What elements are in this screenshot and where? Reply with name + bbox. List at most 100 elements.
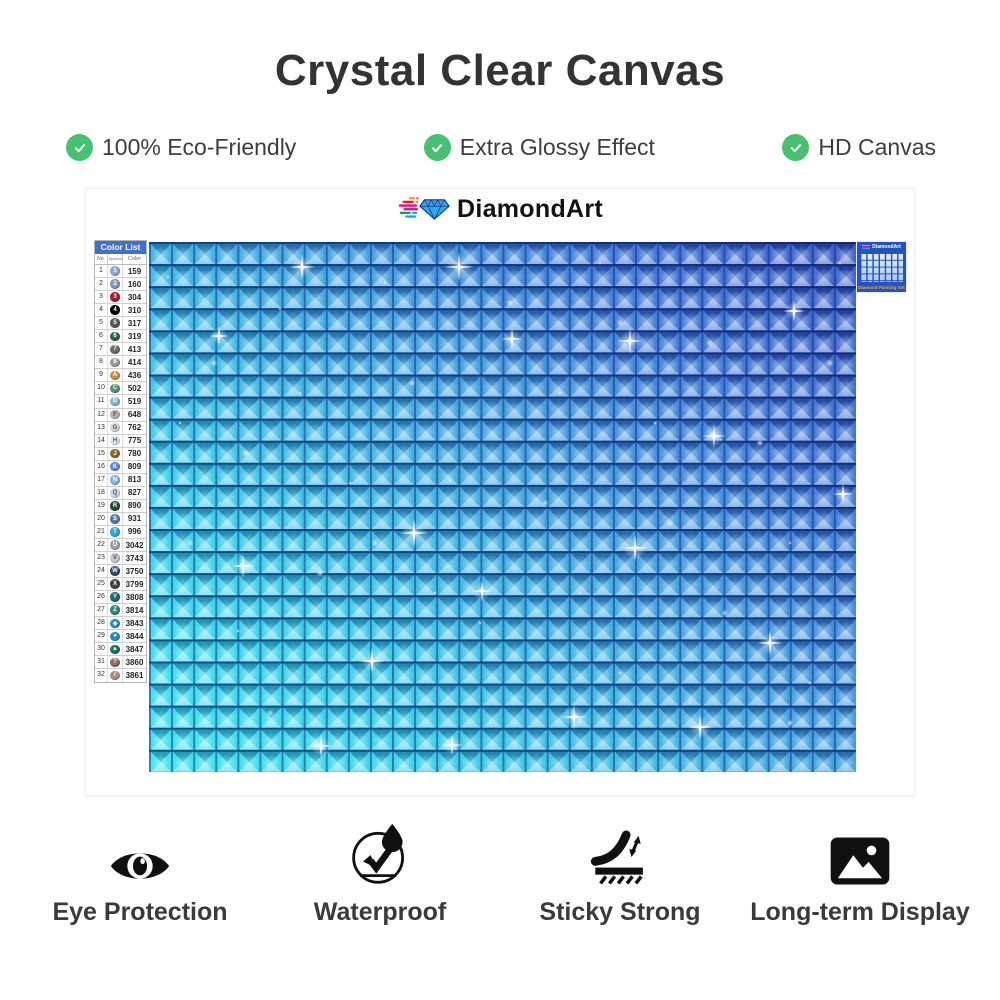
bottom-feature-row: Eye Protection Waterproof Sticky	[20, 818, 980, 927]
color-symbol-dot: 8	[110, 357, 120, 368]
color-code: 3843	[125, 618, 144, 628]
color-list-row: 1 1 159	[95, 265, 146, 279]
color-symbol-cell: U	[108, 538, 123, 552]
sticky-strong-icon	[590, 818, 650, 886]
sparkle-star	[441, 734, 463, 756]
color-symbol-dot: V	[110, 553, 120, 563]
color-list-row: 25 X 3799	[95, 578, 146, 592]
color-number: 6	[95, 330, 108, 343]
color-list-row: 29 ● 3844	[95, 630, 146, 644]
corner-product-label: DiamondArt Diamond Painting Set	[857, 242, 906, 292]
color-number: 11	[95, 395, 108, 408]
color-number: 28	[95, 617, 108, 630]
color-number: 5	[95, 317, 108, 330]
color-number: 31	[95, 656, 108, 669]
color-list-row: 20 S 931	[95, 512, 146, 526]
color-symbol-dot: Z	[110, 605, 120, 615]
color-symbol-cell: W	[108, 565, 123, 578]
color-symbol-dot: A	[110, 370, 120, 381]
color-code: 3750	[125, 566, 144, 576]
color-symbol-cell: 7	[108, 343, 123, 356]
check-icon	[423, 134, 451, 161]
color-code: 310	[127, 305, 142, 315]
color-symbol-dot: 4	[110, 305, 120, 315]
sparkle-star	[399, 518, 429, 548]
corner-caption: Diamond Painting Set	[858, 285, 905, 290]
diamond-logo-icon	[398, 197, 450, 220]
sparkle-star	[444, 252, 474, 282]
color-code: 414	[127, 357, 142, 367]
color-symbol-dot: W	[110, 566, 120, 576]
color-symbol-dot: H	[110, 435, 120, 446]
top-feature-row: 100% Eco-Friendly Extra Glossy Effect HD…	[66, 134, 936, 161]
feature-sticky-strong: Sticky Strong	[500, 818, 740, 927]
color-list-row: 28 ◆ 3843	[95, 617, 146, 631]
color-symbol-dot: J	[110, 448, 120, 459]
header-color: Color	[127, 256, 142, 262]
color-list-row: 31 ? 3860	[95, 656, 146, 670]
color-number: 26	[95, 591, 108, 604]
color-code: 809	[127, 462, 142, 472]
brand-logo: DiamondArt	[86, 194, 914, 224]
feature-label: Sticky Strong	[539, 898, 701, 926]
check-icon	[782, 134, 810, 161]
color-symbol-cell: ?	[108, 656, 123, 669]
color-symbol-dot: F	[110, 409, 120, 420]
color-code: 3861	[125, 670, 144, 680]
color-symbol-cell: F	[108, 408, 123, 421]
color-symbol-cell: K	[108, 460, 123, 473]
color-symbol-cell: 6	[108, 330, 123, 343]
color-symbol-cell: V	[108, 552, 123, 565]
color-list-row: 24 W 3750	[95, 565, 146, 579]
sparkle-dots	[149, 242, 151, 244]
sparkle-star	[309, 734, 333, 758]
mini-logo-icon	[862, 245, 871, 249]
color-list-row: 16 K 809	[95, 460, 146, 474]
sparkle-star	[289, 254, 315, 280]
color-list-rows: 1 1 159 2 2 160 3 3 304 4 4	[95, 265, 146, 682]
color-symbol-cell: Q	[108, 486, 123, 499]
color-list-row: 9 A 436	[95, 369, 146, 383]
color-symbol-dot: 3	[110, 292, 120, 302]
color-symbol-dot: C	[110, 383, 120, 394]
color-symbol-dot: T	[110, 527, 120, 537]
corner-brand-name: DiamondArt	[872, 244, 901, 250]
color-symbol-cell: A	[108, 369, 123, 382]
color-symbol-cell: ◆	[108, 617, 123, 630]
color-number: 12	[95, 408, 108, 421]
header-symbol: Symbol	[108, 254, 123, 264]
color-number: 27	[95, 604, 108, 617]
color-symbol-dot: 2	[110, 279, 120, 289]
color-symbol-dot: ▲	[110, 644, 120, 655]
eye-icon	[109, 818, 171, 886]
color-list-row: 2 2 160	[95, 278, 146, 292]
color-symbol-dot: N	[110, 475, 120, 485]
color-list-row: 8 8 414	[95, 356, 146, 370]
color-number: 20	[95, 512, 108, 525]
color-code: 775	[127, 436, 142, 446]
header-no: No.	[95, 254, 108, 264]
color-symbol-cell: Z	[108, 604, 123, 617]
color-list-row: 4 4 310	[95, 304, 146, 318]
color-symbol-dot: S	[110, 514, 120, 524]
product-photo: DiamondArt Color List No. Symbol Color 1…	[85, 188, 915, 796]
feature-glossy-effect: Extra Glossy Effect	[423, 134, 655, 161]
color-code: 304	[127, 292, 142, 302]
color-code: 3814	[125, 605, 144, 615]
color-code: 159	[127, 266, 142, 276]
color-list-row: 13 G 762	[95, 421, 146, 435]
color-code: 890	[127, 501, 142, 511]
color-list-row: 30 ▲ 3847	[95, 643, 146, 657]
color-symbol-dot: R	[110, 501, 120, 511]
color-code: 519	[127, 396, 142, 406]
sparkle-star	[783, 300, 805, 322]
color-number: 25	[95, 578, 108, 591]
color-number: 9	[95, 369, 108, 382]
color-number: 1	[95, 265, 108, 278]
color-symbol-dot: G	[110, 422, 120, 433]
color-code: 413	[127, 344, 142, 354]
color-list-title: Color List	[95, 241, 146, 254]
color-list-row: 22 U 3042	[95, 538, 146, 553]
page-title: Crystal Clear Canvas	[274, 46, 726, 95]
color-number: 3	[95, 291, 108, 304]
